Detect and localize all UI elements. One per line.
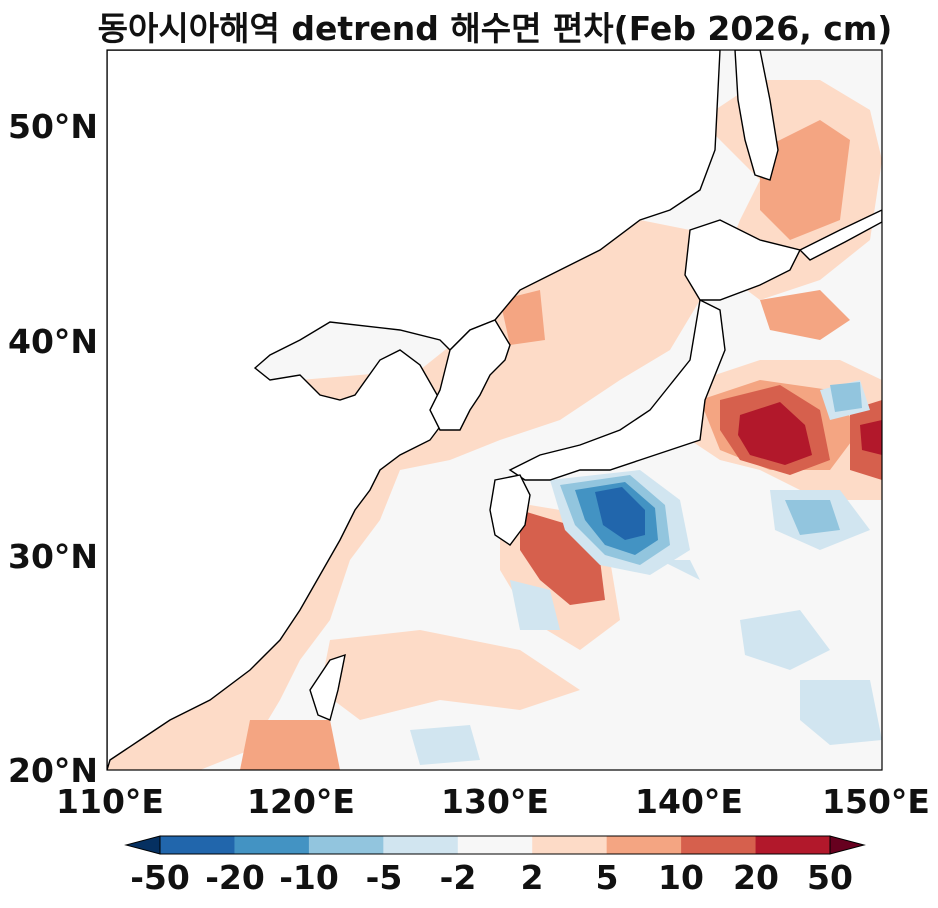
anomaly-patch-neg-light	[600, 555, 700, 580]
colorbar-label: 50	[807, 858, 853, 897]
colorbar-segment	[532, 836, 608, 854]
anomaly-patch-pos-max	[860, 420, 882, 455]
colorbar-over-arrow	[829, 835, 866, 855]
colorbar-frame	[159, 835, 831, 855]
anomaly-patch-pos-mid	[500, 290, 545, 345]
colorbar-label: 10	[658, 858, 704, 897]
map-title: 동아시아해역 detrend 해수면 편차(Feb 2026, cm)	[97, 9, 893, 48]
anomaly-patch-neg-light	[410, 725, 480, 765]
colorbar-segment	[308, 836, 384, 854]
land-sakhalin	[734, 50, 779, 181]
colorbar	[124, 835, 866, 855]
lon-tick-140e: 140°E	[635, 782, 743, 821]
anomaly-patch-pos-mid	[760, 290, 850, 340]
colorbar-segment	[383, 836, 459, 854]
lat-tick-20n: 20°N	[8, 751, 99, 790]
colorbar-label: -10	[279, 858, 339, 897]
colorbar-label: 20	[733, 858, 779, 897]
land-kuril	[798, 209, 882, 261]
anomaly-patch-pos-mid	[240, 720, 340, 770]
land-hokkaido	[684, 219, 802, 301]
colorbar-segment	[681, 836, 757, 854]
colorbar-under-arrow	[124, 835, 161, 855]
colorbar-label: -20	[205, 858, 265, 897]
colorbar-label: 5	[595, 858, 619, 897]
land-taiwan	[309, 653, 346, 721]
anomaly-patch-neg-mid	[785, 500, 840, 535]
colorbar-label: -5	[365, 858, 403, 897]
land-eurasia	[107, 50, 721, 770]
lon-tick-120e: 120°E	[247, 782, 355, 821]
lat-tick-30n: 30°N	[8, 537, 99, 576]
anomaly-patch-pos-mid	[760, 120, 850, 240]
anomaly-patch-neg-light	[800, 680, 882, 745]
land-korea	[429, 319, 511, 431]
colorbar-label: -2	[439, 858, 477, 897]
colorbar-segment	[160, 836, 235, 854]
colorbar-segment	[755, 836, 831, 854]
colorbar-segment	[606, 836, 682, 854]
anomaly-patch-pos-light	[320, 630, 580, 720]
land-kyushu	[489, 474, 531, 546]
anomaly-patch-neg-max	[595, 487, 645, 540]
lon-tick-110e: 110°E	[56, 782, 164, 821]
anomaly-patch-neg-light	[740, 610, 830, 670]
lat-tick-50n: 50°N	[8, 107, 99, 146]
anomaly-field	[107, 50, 882, 770]
colorbar-segment	[234, 836, 310, 854]
anomaly-patch-neg-light	[510, 580, 560, 630]
colorbar-segment	[457, 836, 533, 854]
colorbar-label: 2	[520, 858, 544, 897]
lat-tick-40n: 40°N	[8, 322, 99, 361]
anomaly-patch-pos-strong	[520, 510, 605, 605]
lon-tick-130e: 130°E	[441, 782, 549, 821]
anomaly-patch-pos-max	[738, 402, 812, 465]
plot-frame	[106, 49, 883, 771]
colorbar-label: -50	[130, 858, 190, 897]
lon-tick-150e: 150°E	[822, 782, 930, 821]
land-honshu	[508, 298, 726, 481]
anomaly-patch-neg-mid	[830, 382, 862, 412]
